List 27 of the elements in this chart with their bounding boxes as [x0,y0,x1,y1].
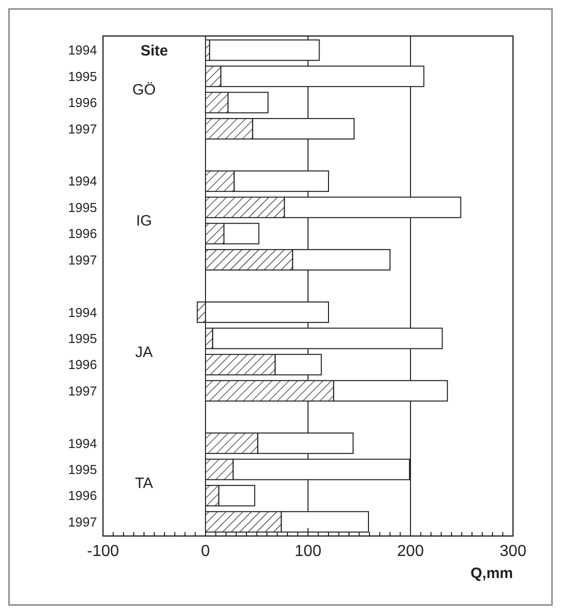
x-tick-label: 100 [294,543,322,560]
y-tick-label: 1995 [68,200,97,215]
y-tick-label: 1996 [68,488,97,504]
y-tick-label: 1997 [68,121,97,136]
y-tick-label: 1995 [68,68,97,84]
y-tick-label: 1994 [68,42,97,58]
y-tick-label: 1996 [68,357,97,372]
y-tick-label: 1994 [68,304,97,320]
x-tick-label: 0 [201,543,210,560]
y-tick-label: 1997 [68,383,97,398]
y-tick-label: 1997 [68,514,97,530]
x-tick-label: 300 [500,543,526,560]
annotation: Site [140,42,168,60]
y-tick-label: 1994 [68,436,97,451]
x-tick-label: -100 [86,543,120,560]
annotation: TA [134,474,154,492]
annotation: IG [136,212,152,230]
y-tick-label: 1996 [68,226,97,242]
annotation: GÖ [132,82,156,99]
annotation: JA [135,344,153,361]
x-axis-title: Q,mm [470,565,513,582]
x-tick-label: 200 [397,543,424,560]
y-tick-label: 1995 [68,462,97,477]
y-tick-label: 1997 [68,252,97,268]
y-tick-label: 1995 [68,330,97,346]
y-tick-label: 1994 [68,174,97,189]
y-tick-label: 1996 [68,95,97,110]
